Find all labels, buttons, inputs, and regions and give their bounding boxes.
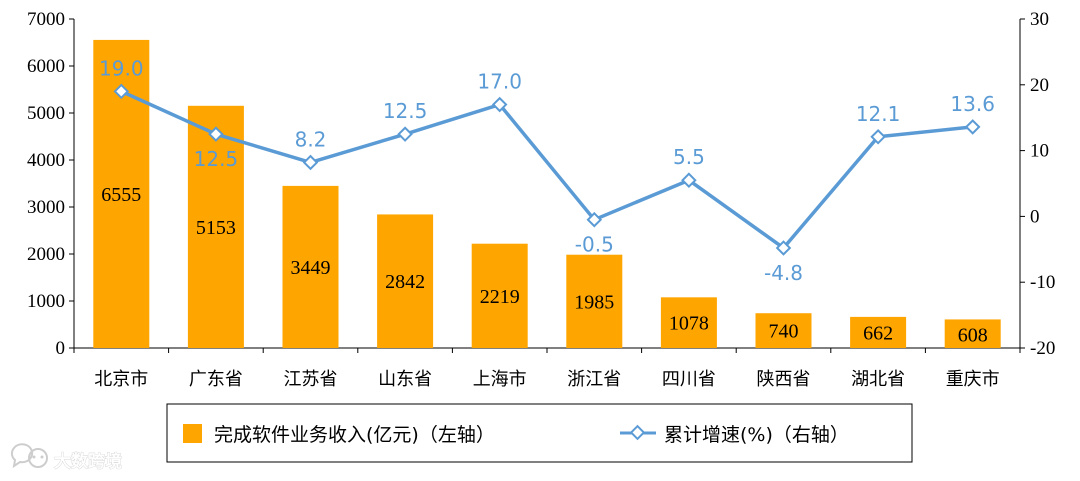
category-label: 浙江省	[567, 369, 621, 390]
right-axis-tick-label: 20	[1030, 75, 1049, 96]
right-axis-ticks: -20 -10 0 10 20 30	[1020, 9, 1055, 359]
left-axis-tick-label: 1000	[27, 291, 65, 312]
bar	[944, 319, 1001, 348]
bar	[755, 313, 812, 348]
line-value-label: 17.0	[477, 70, 522, 94]
bar-value-label: 2219	[480, 286, 520, 308]
bar-value-label: 5153	[196, 217, 236, 239]
bar-value-label: 608	[958, 324, 988, 346]
line-value-label: 8.2	[295, 127, 327, 151]
line-value-label: 5.5	[673, 145, 705, 169]
line-point-marker	[775, 240, 792, 256]
line-point-marker	[586, 211, 603, 228]
bar	[282, 185, 339, 348]
legend-line-label: 累计增速(%)（右轴）	[664, 424, 849, 446]
bar-value-label: 1078	[669, 313, 709, 335]
category-label: 广东省	[189, 369, 243, 390]
category-label: 上海市	[473, 369, 527, 390]
left-axis-tick-label: 0	[56, 338, 66, 359]
line-value-label: 12.5	[194, 147, 239, 171]
line-value-label: -0.5	[575, 233, 614, 257]
right-axis-tick-label: -20	[1030, 338, 1055, 359]
line-point-marker	[302, 154, 319, 171]
line-point-marker	[681, 172, 697, 188]
line-value-label: 12.1	[856, 102, 901, 126]
bar-value-label: 1985	[574, 291, 614, 313]
line-point-marker	[491, 96, 508, 113]
category-label: 四川省	[662, 369, 716, 390]
chat-bubble-logo-icon	[10, 443, 48, 469]
category-label: 重庆市	[946, 369, 1000, 390]
category-label: 北京市	[94, 369, 148, 390]
watermark-text: 大数跨境	[54, 451, 122, 472]
left-axis-tick-label: 5000	[27, 103, 65, 124]
line-point-marker	[964, 119, 981, 135]
line-value-label: 13.6	[950, 92, 995, 116]
line-point-marker	[113, 83, 130, 100]
bar-value-label: 6555	[101, 184, 141, 206]
line-data-labels: 19.0 12.5 8.2 12.5 17.0 -0.5 5.5 -4.8 12.1 13.6	[99, 56, 995, 285]
watermark: 大数跨境	[10, 443, 122, 472]
right-axis-tick-label: 0	[1030, 206, 1040, 227]
growth-line	[120, 89, 973, 250]
bar	[566, 254, 623, 348]
category-label: 山东省	[378, 369, 432, 390]
category-label: 湖北省	[851, 369, 905, 390]
bar-series	[93, 39, 1001, 349]
bar-data-labels: 6555 5153 3449 2842 2219 1985 1078 740 662 608	[101, 184, 987, 346]
left-axis-tick-label: 2000	[27, 244, 65, 265]
right-axis-tick-label: 30	[1030, 9, 1049, 30]
legend: 完成软件业务收入(亿元)（左轴） 累计增速(%)（右轴）	[166, 403, 913, 463]
line-point-marker	[208, 126, 224, 142]
left-axis-tick-label: 6000	[27, 56, 65, 77]
category-labels: 北京市 广东省 江苏省 山东省 上海市 浙江省 四川省 陕西省 湖北省 重庆市	[94, 369, 999, 390]
bar	[187, 105, 244, 349]
bar	[471, 243, 528, 348]
legend-bar-swatch	[183, 424, 202, 443]
legend-line-marker	[629, 424, 646, 441]
line-series	[113, 83, 981, 256]
legend-box	[166, 403, 913, 463]
bar	[850, 316, 907, 348]
right-axis-tick-label: 10	[1030, 141, 1049, 162]
line-value-label: -4.8	[764, 261, 803, 285]
line-point-marker	[870, 129, 886, 145]
line-value-label: 19.0	[99, 56, 144, 80]
category-ticks	[73, 348, 1021, 353]
category-label: 陕西省	[757, 369, 811, 390]
bar-value-label: 740	[769, 321, 799, 343]
left-axis-tick-label: 4000	[27, 150, 65, 171]
line-point-marker	[397, 126, 413, 142]
left-axis-tick-label: 3000	[27, 197, 65, 218]
category-label: 江苏省	[284, 369, 338, 390]
bar	[377, 214, 434, 348]
bar-value-label: 662	[863, 322, 893, 344]
bar-value-label: 3449	[291, 257, 331, 279]
left-axis-ticks: 0 1000 2000 3000 4000 5000 6000 7000	[27, 9, 74, 359]
bar	[660, 297, 717, 348]
bar-value-label: 2842	[385, 271, 425, 293]
left-axis-tick-label: 7000	[27, 9, 65, 30]
legend-bar-label: 完成软件业务收入(亿元)（左轴）	[214, 424, 495, 446]
right-axis-tick-label: -10	[1030, 272, 1055, 293]
line-value-label: 12.5	[383, 99, 428, 123]
